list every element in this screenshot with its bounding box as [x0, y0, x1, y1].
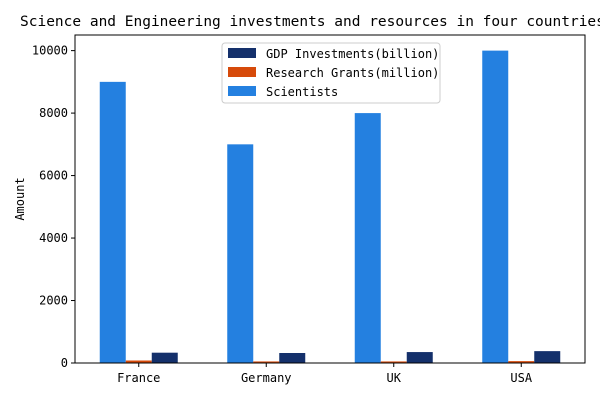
y-tick-label: 0 [61, 356, 68, 370]
y-tick-label: 8000 [39, 106, 68, 120]
y-tick-label: 2000 [39, 294, 68, 308]
bar-gdp-investments-billion--uk [406, 352, 433, 363]
x-tick-label: USA [510, 371, 532, 385]
plot-frame [74, 34, 586, 364]
legend-swatch [228, 48, 256, 58]
legend-entry: Scientists [266, 85, 338, 99]
legend-swatch [228, 86, 256, 96]
bar-research-grants-million--usa [508, 361, 535, 363]
bar-gdp-investments-billion--usa [534, 351, 561, 363]
chart-title: Science and Engineering investments and … [20, 14, 600, 30]
x-tick-label: UK [387, 371, 402, 385]
legend-entry: GDP Investments(billion) [266, 47, 439, 61]
bar-research-grants-million--uk [380, 361, 407, 363]
bar-scientists-france [99, 81, 126, 363]
x-tick-label: France [117, 371, 160, 385]
bar-scientists-usa [482, 50, 509, 363]
y-tick-label: 6000 [39, 169, 68, 183]
y-axis-label: Amount [13, 177, 27, 220]
y-tick-label: 4000 [39, 231, 68, 245]
bar-scientists-uk [354, 113, 381, 363]
bar-scientists-germany [227, 144, 254, 363]
legend-box [221, 42, 441, 104]
legend: GDP Investments(billion) Research Grants(… [221, 42, 441, 104]
x-tick-label: Germany [241, 371, 292, 385]
legend-entry: Research Grants(million) [266, 66, 439, 80]
plot-area: 0 2000 4000 6000 8000 10000 France Germany UK USA [32, 44, 561, 385]
legend-swatch [228, 67, 256, 77]
bar-research-grants-million--france [125, 360, 152, 363]
y-tick-label: 10000 [32, 44, 68, 58]
bar-gdp-investments-billion--germany [279, 353, 306, 363]
bar-research-grants-million--germany [253, 361, 280, 363]
bar-gdp-investments-billion--france [151, 352, 178, 363]
